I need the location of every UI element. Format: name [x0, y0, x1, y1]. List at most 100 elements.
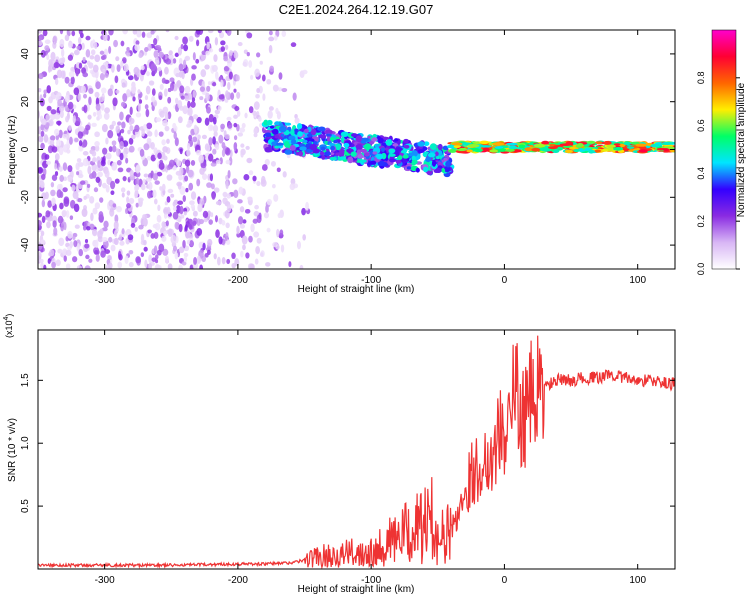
spectrogram-cell: [54, 153, 60, 161]
spectrogram-cell: [68, 70, 75, 78]
spectrogram-cell: [57, 248, 63, 254]
spectrogram-cell: [152, 173, 158, 181]
spectrogram-cell: [239, 223, 245, 229]
spectrogram-cell: [38, 36, 43, 42]
spectrogram-cell: [76, 265, 82, 269]
spectrogram-cell: [40, 181, 45, 189]
spectrogram-cell: [259, 60, 263, 65]
spectrogram-cell: [153, 198, 158, 205]
spectrogram-cell: [50, 182, 55, 188]
spectrogram-cell: [178, 264, 184, 269]
spectrogram-cell: [159, 159, 164, 165]
spectrogram-cell: [253, 210, 260, 217]
y-tick-label: -20: [20, 190, 31, 205]
spectrogram-cell: [98, 96, 105, 103]
spectrogram-cell: [95, 81, 101, 90]
spectrogram-cell: [531, 147, 541, 152]
spectrogram-cell: [269, 65, 275, 73]
spectrogram-cell: [210, 183, 215, 190]
spectrogram-cell: [145, 177, 152, 182]
spectrogram-cell: [86, 183, 91, 188]
spectrogram-cell: [241, 235, 248, 245]
spectrogram-cell: [294, 117, 300, 124]
spectrogram-cell: [207, 173, 211, 181]
spectrogram-cell: [165, 220, 169, 227]
spectrogram-cell: [193, 256, 198, 265]
spectrogram-cell: [381, 136, 390, 140]
spectrogram-cell: [111, 140, 117, 146]
spectrogram-cell: [207, 30, 214, 34]
spectrogram-cell: [121, 121, 126, 129]
spectrogram-cell: [256, 237, 262, 244]
spectrogram-cell: [255, 246, 260, 255]
spectrogram-cell: [146, 71, 150, 77]
spectrogram-cell: [248, 106, 254, 114]
spectrogram-cell: [108, 30, 114, 36]
spectrogram-cell: [43, 134, 49, 143]
spectrogram-cell: [70, 76, 75, 85]
spectrogram-cell: [186, 239, 191, 245]
spectrogram-cell: [76, 158, 82, 163]
spectrogram-cell: [127, 129, 131, 135]
spectrogram-cell: [85, 35, 91, 41]
snr-x-ticks: -300 -200 -100 0 100: [95, 330, 646, 586]
spectrogram-cell: [163, 88, 168, 97]
spectrogram-cell: [150, 30, 155, 35]
spectrogram-cell: [164, 125, 170, 132]
spectrogram-cell: [107, 129, 114, 139]
spectrogram-cell: [206, 41, 210, 50]
spectrogram-cell: [177, 46, 183, 56]
spectrogram-cell: [270, 160, 276, 167]
spectrogram-cell: [183, 252, 189, 258]
spectrogram-cell: [208, 219, 213, 225]
spectrogram-cell: [196, 178, 201, 187]
x-tick-label: -200: [228, 575, 248, 586]
spectrogram-cell: [75, 68, 79, 77]
spectrogram-cell: [394, 138, 399, 142]
spectrogram-cell: [202, 173, 208, 181]
snr-y-label: SNR (10 * v/v): [7, 418, 18, 482]
spectrogram-cell: [210, 212, 214, 218]
spectrogram-cell: [175, 72, 181, 78]
spectrogram-cell: [87, 165, 92, 175]
spectrogram-cell: [215, 229, 220, 238]
spectrogram-cell: [168, 54, 174, 60]
spectrogram-cell: [115, 125, 121, 134]
spectrogram-cell: [104, 107, 110, 114]
spectrogram-cell: [104, 72, 109, 78]
colorbar-tick-label: 0.0: [696, 263, 706, 276]
spectrogram-cell: [83, 195, 87, 200]
spectrogram-cell: [40, 130, 45, 137]
spectrogram-cell: [228, 71, 233, 80]
spectrogram-cell: [63, 222, 67, 231]
spectrogram-cell: [44, 39, 51, 45]
spectrogram-cell: [154, 264, 161, 269]
spectrogram-cell: [388, 153, 396, 157]
spectrogram-cell: [466, 149, 473, 153]
spectrogram-cell: [145, 85, 151, 95]
x-tick-label: 100: [629, 575, 646, 586]
spectrogram-cell: [52, 220, 57, 228]
spectrogram-cell: [289, 145, 296, 151]
spectrogram-cell: [128, 137, 134, 145]
spectrogram-cell: [62, 187, 68, 193]
snr-scale-label: (x104): [3, 314, 14, 338]
spectrogram-cell: [44, 154, 50, 160]
spectrogram-cell: [233, 88, 237, 93]
spectrogram-cell: [126, 52, 131, 57]
spectrogram-cell: [82, 151, 89, 156]
spectrogram-cell: [252, 175, 257, 182]
spectrogram-cell: [204, 143, 210, 151]
spectrogram-cell: [392, 143, 399, 147]
spectrogram-cell: [214, 37, 219, 46]
spectrogram-cell: [129, 169, 134, 177]
spectrogram-cell: [288, 135, 296, 141]
spectrogram-cell: [266, 198, 273, 206]
spectrogram-cell: [153, 231, 159, 239]
spectrogram-cell: [126, 203, 131, 209]
spectrogram-cell: [101, 87, 107, 94]
spectrogram-cell: [147, 131, 153, 137]
spectrogram-cell: [205, 50, 210, 56]
spectrogram-cell: [183, 207, 188, 213]
